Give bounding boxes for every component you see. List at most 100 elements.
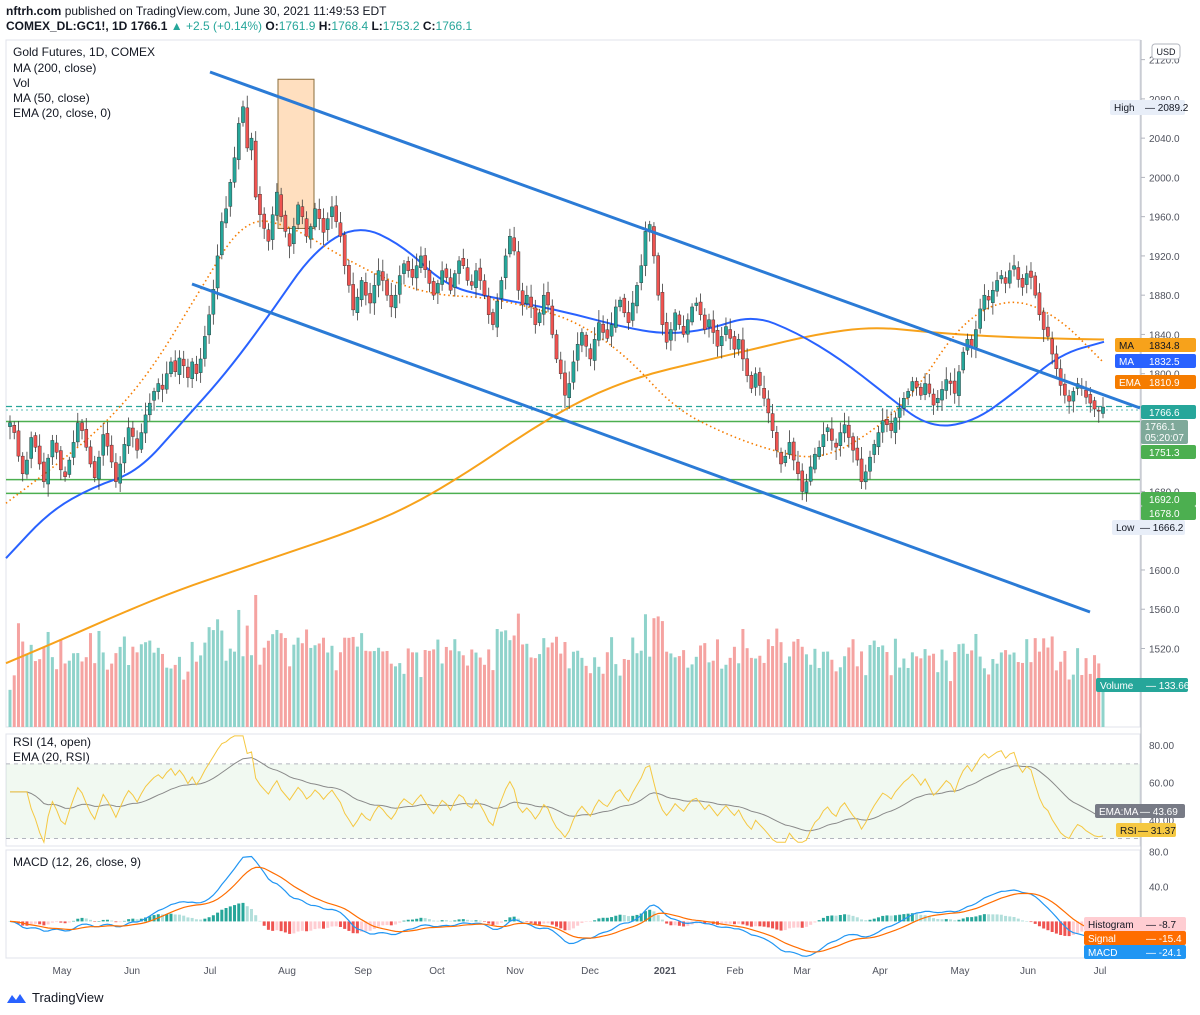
- candle-body[interactable]: [448, 277, 453, 291]
- candle-body[interactable]: [321, 218, 326, 233]
- candle-body[interactable]: [71, 442, 76, 458]
- candle-body[interactable]: [787, 442, 792, 455]
- candle-body[interactable]: [580, 332, 584, 346]
- candle-body[interactable]: [33, 435, 38, 448]
- candle-body[interactable]: [957, 371, 961, 396]
- candle-body[interactable]: [1054, 353, 1059, 369]
- candle-body[interactable]: [270, 214, 275, 240]
- candle-body[interactable]: [779, 452, 783, 465]
- candle-body[interactable]: [842, 424, 847, 434]
- candle-body[interactable]: [143, 414, 148, 434]
- legend-item[interactable]: MA (50, close): [13, 91, 90, 105]
- candle-body[interactable]: [105, 433, 110, 447]
- candle-body[interactable]: [423, 255, 427, 270]
- candle-body[interactable]: [317, 208, 322, 219]
- candle-body[interactable]: [825, 427, 830, 432]
- candle-body[interactable]: [92, 461, 97, 478]
- candle-body[interactable]: [139, 432, 144, 450]
- candle-body[interactable]: [817, 447, 821, 457]
- candle-body[interactable]: [897, 407, 902, 418]
- candle-body[interactable]: [889, 422, 893, 431]
- candle-body[interactable]: [1037, 292, 1042, 315]
- candle-body[interactable]: [359, 280, 364, 301]
- candle-body[interactable]: [711, 319, 716, 333]
- candle-body[interactable]: [20, 455, 25, 474]
- candle-body[interactable]: [478, 267, 483, 281]
- candle-body[interactable]: [571, 361, 576, 383]
- candle-body[interactable]: [910, 381, 915, 391]
- candle-body[interactable]: [1016, 267, 1021, 280]
- candle-body[interactable]: [236, 123, 241, 160]
- upper-trend-line[interactable]: [209, 70, 1141, 410]
- candle-body[interactable]: [1029, 270, 1033, 278]
- candle-body[interactable]: [643, 231, 648, 266]
- author-name[interactable]: nftrh.com: [6, 4, 62, 18]
- candle-body[interactable]: [601, 323, 605, 333]
- candle-body[interactable]: [114, 462, 118, 482]
- candle-body[interactable]: [67, 459, 72, 475]
- candle-body[interactable]: [211, 289, 216, 315]
- candle-body[interactable]: [558, 359, 563, 374]
- candle-body[interactable]: [1007, 270, 1012, 284]
- candle-body[interactable]: [652, 226, 656, 257]
- candle-body[interactable]: [774, 432, 779, 451]
- candle-body[interactable]: [351, 284, 355, 311]
- candle-body[interactable]: [190, 361, 194, 379]
- candle-body[interactable]: [927, 383, 932, 394]
- candle-body[interactable]: [707, 319, 711, 328]
- candle-body[interactable]: [54, 442, 59, 453]
- candle-body[interactable]: [444, 268, 449, 278]
- candle-body[interactable]: [88, 446, 93, 465]
- candle-body[interactable]: [969, 338, 974, 347]
- candle-body[interactable]: [262, 213, 266, 229]
- candle-body[interactable]: [508, 236, 512, 255]
- candle-body[interactable]: [253, 140, 258, 198]
- candle-body[interactable]: [880, 420, 885, 433]
- candle-body[interactable]: [410, 269, 415, 278]
- candle-body[interactable]: [8, 422, 12, 427]
- candle-body[interactable]: [503, 255, 508, 278]
- candle-body[interactable]: [97, 456, 101, 480]
- candle-body[interactable]: [245, 107, 250, 149]
- candle-body[interactable]: [770, 413, 775, 431]
- candle-body[interactable]: [385, 280, 389, 296]
- candle-body[interactable]: [381, 271, 385, 281]
- candle-body[interactable]: [512, 237, 516, 252]
- candle-body[interactable]: [1058, 368, 1063, 386]
- candle-body[interactable]: [372, 285, 377, 304]
- candle-body[interactable]: [690, 306, 694, 323]
- candle-body[interactable]: [1084, 389, 1088, 398]
- candle-body[interactable]: [1046, 326, 1050, 337]
- candle-body[interactable]: [431, 281, 436, 296]
- candle-body[interactable]: [618, 299, 622, 308]
- candle-body[interactable]: [541, 294, 546, 315]
- candle-body[interactable]: [982, 294, 987, 310]
- candle-body[interactable]: [249, 137, 254, 151]
- candle-body[interactable]: [978, 308, 982, 329]
- candle-body[interactable]: [525, 294, 529, 305]
- candle-body[interactable]: [664, 322, 669, 343]
- candle-body[interactable]: [1096, 409, 1101, 412]
- candle-body[interactable]: [126, 427, 131, 447]
- candle-body[interactable]: [457, 260, 461, 274]
- candle-body[interactable]: [499, 280, 504, 299]
- candle-body[interactable]: [753, 373, 758, 388]
- candle-body[interactable]: [482, 280, 487, 296]
- candle-body[interactable]: [474, 270, 478, 288]
- candle-body[interactable]: [342, 234, 347, 266]
- candle-body[interactable]: [330, 206, 334, 217]
- footer-brand[interactable]: TradingView: [6, 990, 104, 1005]
- candle-body[interactable]: [935, 398, 940, 404]
- candle-body[interactable]: [109, 444, 114, 463]
- candle-body[interactable]: [122, 444, 127, 464]
- candle-body[interactable]: [554, 334, 559, 360]
- candle-body[interactable]: [37, 445, 42, 465]
- candle-body[interactable]: [427, 269, 432, 284]
- candle-body[interactable]: [42, 461, 46, 482]
- candle-body[interactable]: [749, 375, 754, 389]
- candle-body[interactable]: [546, 292, 550, 306]
- rsi-line[interactable]: [10, 735, 1104, 845]
- candle-body[interactable]: [1063, 383, 1067, 396]
- candle-body[interactable]: [1003, 277, 1008, 284]
